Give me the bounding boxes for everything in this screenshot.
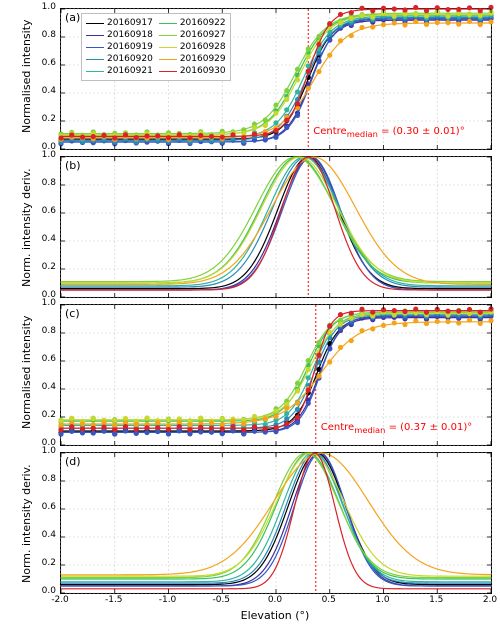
xtick-label: -1.5 <box>99 595 129 605</box>
xtick-label: 0.5 <box>314 595 344 605</box>
xlabel: Elevation (°) <box>60 609 490 622</box>
ylabel-b: Norm. intensity deriv. <box>20 168 33 287</box>
legend-swatch <box>86 71 104 72</box>
legend: 2016091720160918201609192016092020160921… <box>81 13 231 81</box>
ylabel-a: Normalised intensity <box>20 19 33 133</box>
ytick-label: 1.0 <box>26 298 56 308</box>
ylabel-d: Norm. intensity deriv. <box>20 464 33 583</box>
legend-label: 20160929 <box>180 53 226 65</box>
legend-swatch <box>159 71 177 72</box>
panel-badge-a: (a) <box>65 11 80 24</box>
legend-item: 20160919 <box>86 41 153 53</box>
xtick-label: 2.0 <box>475 595 500 605</box>
legend-swatch <box>159 59 177 60</box>
panel-d: (d) <box>60 452 492 594</box>
legend-item: 20160917 <box>86 17 153 29</box>
panel-badge-b: (b) <box>65 159 81 172</box>
legend-label: 20160919 <box>107 41 153 53</box>
xtick-label: 1.5 <box>421 595 451 605</box>
legend-swatch <box>86 47 104 48</box>
panel-b: (b) <box>60 156 492 298</box>
xtick-label: 1.0 <box>368 595 398 605</box>
legend-swatch <box>159 23 177 24</box>
legend-label: 20160930 <box>180 65 226 77</box>
legend-item: 20160922 <box>159 17 226 29</box>
ytick-label: 1.0 <box>26 2 56 12</box>
panel-badge-d: (d) <box>65 455 81 468</box>
legend-label: 20160918 <box>107 29 153 41</box>
legend-item: 20160921 <box>86 65 153 77</box>
legend-label: 20160921 <box>107 65 153 77</box>
xtick-label: -1.0 <box>153 595 183 605</box>
figure: (a)2016091720160918201609192016092020160… <box>0 0 500 643</box>
legend-item: 20160930 <box>159 65 226 77</box>
xtick-label: 0.0 <box>260 595 290 605</box>
ylabel-c: Normalised intensity <box>20 315 33 429</box>
legend-swatch <box>159 47 177 48</box>
legend-swatch <box>86 35 104 36</box>
legend-swatch <box>86 59 104 60</box>
center-annotation-c: Centremedian = (0.37 ± 0.01)° <box>321 422 472 435</box>
legend-swatch <box>86 23 104 24</box>
legend-item: 20160929 <box>159 53 226 65</box>
legend-item: 20160918 <box>86 29 153 41</box>
legend-label: 20160922 <box>180 17 226 29</box>
panel-badge-c: (c) <box>65 307 80 320</box>
ytick-label: 1.0 <box>26 150 56 160</box>
legend-label: 20160920 <box>107 53 153 65</box>
legend-item: 20160928 <box>159 41 226 53</box>
xtick-label: -0.5 <box>206 595 236 605</box>
legend-label: 20160917 <box>107 17 153 29</box>
center-annotation-a: Centremedian = (0.30 ± 0.01)° <box>313 126 464 139</box>
legend-item: 20160920 <box>86 53 153 65</box>
xtick-label: -2.0 <box>45 595 75 605</box>
legend-label: 20160928 <box>180 41 226 53</box>
legend-label: 20160927 <box>180 29 226 41</box>
ytick-label: 1.0 <box>26 446 56 456</box>
legend-swatch <box>159 35 177 36</box>
legend-item: 20160927 <box>159 29 226 41</box>
